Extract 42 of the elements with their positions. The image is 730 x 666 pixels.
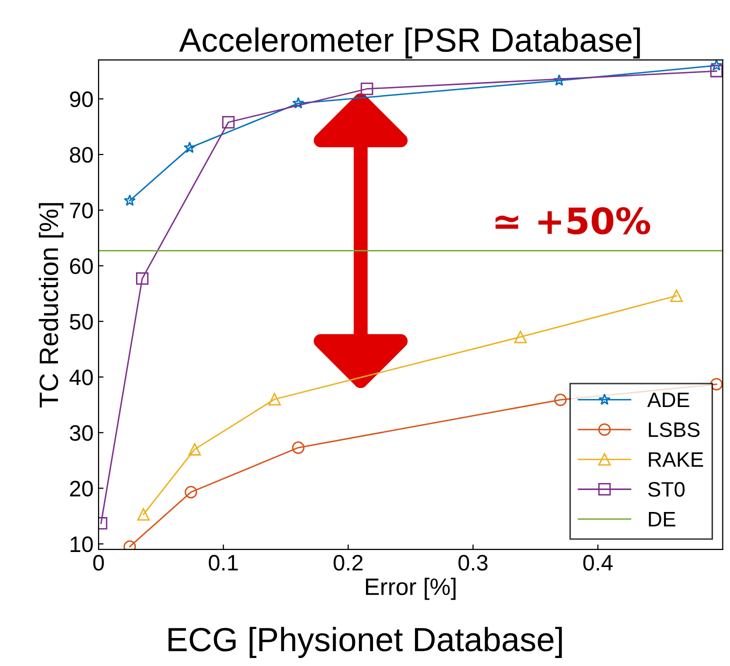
point: [188, 443, 201, 456]
point: [124, 194, 136, 206]
y-tick-label: 60: [70, 258, 93, 274]
legend-label: ADE: [647, 392, 690, 408]
y-tick-label: 20: [70, 480, 93, 497]
y-tick-label: 40: [69, 370, 93, 386]
y-tick-label: 70: [70, 202, 93, 218]
point: [670, 290, 683, 302]
y-tick-label: 90: [70, 91, 93, 108]
point: [137, 508, 150, 521]
point: [514, 330, 527, 344]
point: [184, 486, 198, 498]
annotation: ≃ +50%: [496, 207, 650, 234]
point: [710, 60, 722, 71]
point: [184, 142, 196, 154]
point: [268, 393, 281, 406]
legend-label: ST0: [648, 482, 685, 497]
chart-title: Accelerometer [PSR Database]: [179, 27, 640, 59]
legend-label: RAKE: [648, 452, 704, 467]
legend-label: LSBS: [648, 422, 700, 438]
point: [710, 378, 723, 390]
y-axis-title: TC Reduction [%]: [38, 203, 64, 408]
y-tick-label: 30: [70, 425, 93, 441]
point: [136, 272, 148, 285]
point: [710, 64, 723, 78]
x-tick-label: 0: [93, 554, 104, 571]
y-tick-label: 80: [70, 147, 93, 163]
point: [553, 74, 566, 86]
point: [292, 97, 304, 109]
point: [360, 82, 374, 96]
x-tick-label: 0.3: [458, 554, 488, 571]
point: [292, 441, 305, 454]
point: [554, 394, 567, 406]
text: ECG [Physionet Database]: [168, 626, 562, 658]
point: [222, 116, 235, 128]
legend-label: DE: [648, 512, 676, 526]
x-tick-label: 0.2: [334, 554, 363, 571]
x-tick-label: 0.1: [208, 554, 238, 571]
y-tick-label: 50: [70, 314, 93, 330]
x-axis-title: Error [%]: [366, 578, 456, 600]
y-tick-label: 10: [70, 536, 93, 552]
x-tick-label: 0.4: [583, 554, 613, 571]
